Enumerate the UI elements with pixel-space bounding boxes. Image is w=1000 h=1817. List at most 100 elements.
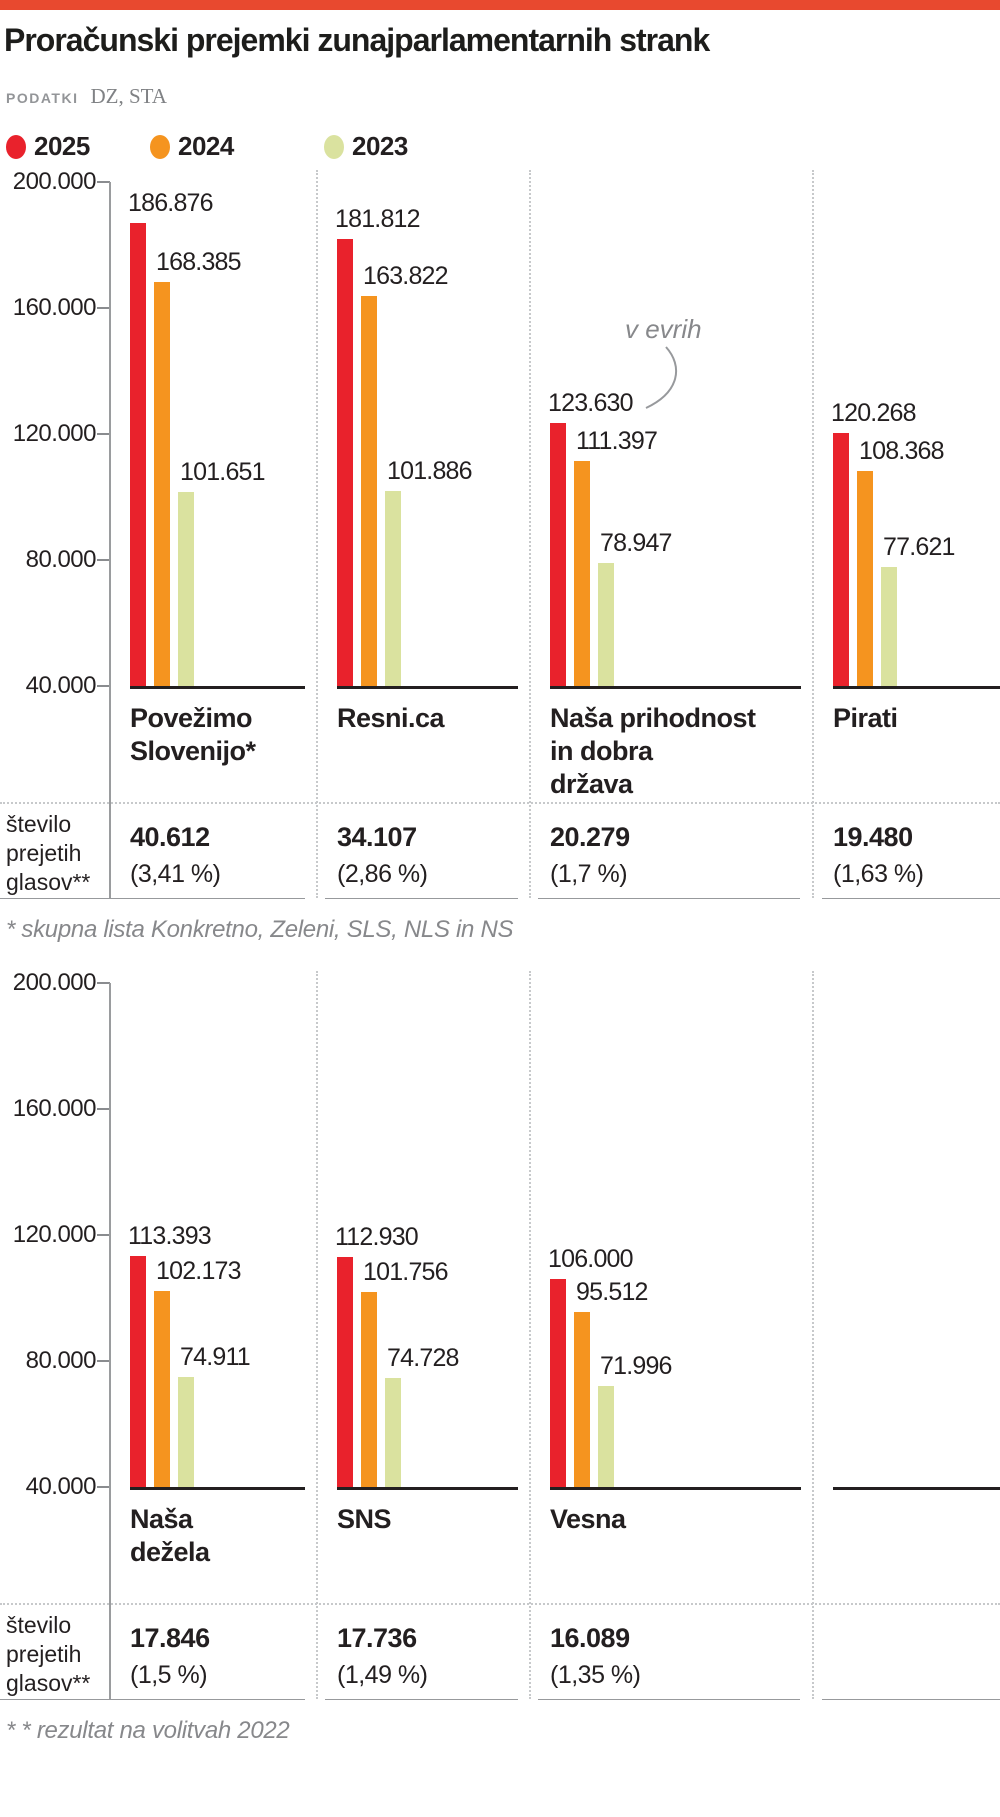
party-name: SNS [337, 1504, 392, 1534]
legend-dot-2025-icon [6, 134, 26, 159]
bar-value-label: 101.651 [180, 458, 266, 486]
bar-2023 [178, 1377, 194, 1487]
y-axis-tick [97, 559, 110, 561]
y-axis-label: 120.000 [12, 1221, 97, 1248]
baseline [833, 1487, 1000, 1490]
bar-2024 [574, 1312, 590, 1487]
bar-2024 [154, 1291, 170, 1487]
bar-2025 [130, 223, 146, 686]
bar-value-label: 77.621 [883, 533, 955, 561]
bar-2023 [881, 567, 897, 686]
bar-2024 [361, 1292, 377, 1487]
baseline [833, 686, 1000, 689]
votes-percent: (1,5 %) [130, 1661, 208, 1689]
votes-count: 17.736 [337, 1623, 417, 1653]
bar-2025 [833, 433, 849, 686]
bar-value-label: 120.268 [831, 399, 917, 427]
bar-value-label: 74.911 [180, 1343, 251, 1371]
bar-2024 [361, 296, 377, 686]
y-axis-label: 160.000 [12, 294, 97, 321]
y-axis-tick [97, 982, 110, 984]
bar-value-label: 113.393 [128, 1222, 212, 1250]
votes-row-label: število prejetih glasov** [6, 811, 91, 895]
y-axis-label: 200.000 [12, 969, 97, 996]
legend-dot-2023-icon [324, 134, 344, 159]
y-axis-tick [97, 1486, 110, 1488]
column-separator [316, 170, 318, 898]
votes-row-bottom-line [0, 1699, 305, 1700]
legend-item-2024: 2024 [150, 131, 234, 162]
bar-value-label: 111.397 [576, 427, 658, 455]
source-line: PODATKI DZ, STA [6, 84, 167, 109]
votes-percent: (1,63 %) [833, 860, 924, 888]
votes-row-bottom-line [822, 1699, 1000, 1700]
votes-row-bottom-line [0, 898, 305, 899]
votes-row-bottom-line [538, 1699, 800, 1700]
bar-value-label: 112.930 [335, 1223, 419, 1251]
votes-count: 19.480 [833, 822, 913, 852]
column-separator [812, 170, 814, 898]
source-value: DZ, STA [90, 84, 167, 108]
votes-count: 20.279 [550, 822, 630, 852]
y-axis-label: 40.000 [25, 672, 97, 699]
bar-value-label: 123.630 [548, 389, 634, 417]
votes-row-label: število prejetih glasov** [6, 1612, 91, 1696]
bar-value-label: 74.728 [387, 1344, 459, 1372]
bar-2023 [385, 1378, 401, 1487]
bar-value-label: 71.996 [600, 1352, 672, 1380]
baseline [337, 686, 518, 689]
bar-2025 [550, 1279, 566, 1487]
y-axis-line [109, 182, 111, 898]
bar-2025 [337, 239, 353, 686]
votes-row-bottom-line [325, 898, 518, 899]
party-name: in dobra [550, 736, 653, 766]
y-axis-tick [97, 685, 110, 687]
bar-value-label: 78.947 [600, 529, 672, 557]
y-axis-label: 80.000 [25, 1347, 97, 1374]
votes-percent: (1,7 %) [550, 860, 628, 888]
bar-2025 [550, 423, 566, 686]
party-name: država [550, 769, 633, 799]
y-axis-tick [97, 1360, 110, 1362]
bar-value-label: 106.000 [548, 1245, 634, 1273]
y-axis-label: 120.000 [12, 420, 97, 447]
votes-percent: (1,49 %) [337, 1661, 428, 1689]
bar-value-label: 102.173 [156, 1257, 242, 1285]
bar-value-label: 101.886 [387, 457, 473, 485]
bar-value-label: 101.756 [363, 1258, 449, 1286]
votes-row-bottom-line [325, 1699, 518, 1700]
votes-row-separator [0, 802, 1000, 804]
bar-value-label: 181.812 [335, 205, 421, 233]
baseline [337, 1487, 518, 1490]
bar-value-label: 168.385 [156, 248, 242, 276]
bar-2023 [598, 563, 614, 686]
bar-2023 [598, 1386, 614, 1487]
y-axis-line [109, 983, 111, 1699]
legend-item-2025: 2025 [6, 131, 90, 162]
votes-percent: (1,35 %) [550, 1661, 641, 1689]
votes-row-separator [0, 1603, 1000, 1605]
party-name: dežela [130, 1537, 210, 1567]
legend-label-2025: 2025 [34, 131, 90, 161]
votes-percent: (3,41 %) [130, 860, 221, 888]
y-axis-label: 200.000 [12, 168, 97, 195]
footnote: * skupna lista Konkretno, Zeleni, SLS, N… [6, 916, 514, 943]
party-name: Naša prihodnost [550, 703, 756, 733]
unit-annotation: v evrih [625, 314, 702, 344]
annotation-arrow-icon [638, 344, 688, 419]
bar-value-label: 163.822 [363, 262, 449, 290]
legend-label-2024: 2024 [178, 131, 234, 161]
bar-value-label: 108.368 [859, 437, 945, 465]
bar-2023 [178, 492, 194, 686]
baseline [550, 1487, 801, 1490]
y-axis-tick [97, 307, 110, 309]
bar-2025 [130, 1256, 146, 1487]
bar-2024 [574, 461, 590, 686]
baseline [130, 1487, 305, 1490]
party-name: Pirati [833, 703, 898, 733]
bar-2024 [154, 282, 170, 686]
baseline [130, 686, 305, 689]
legend-dot-2024-icon [150, 134, 170, 159]
column-separator [529, 170, 531, 898]
